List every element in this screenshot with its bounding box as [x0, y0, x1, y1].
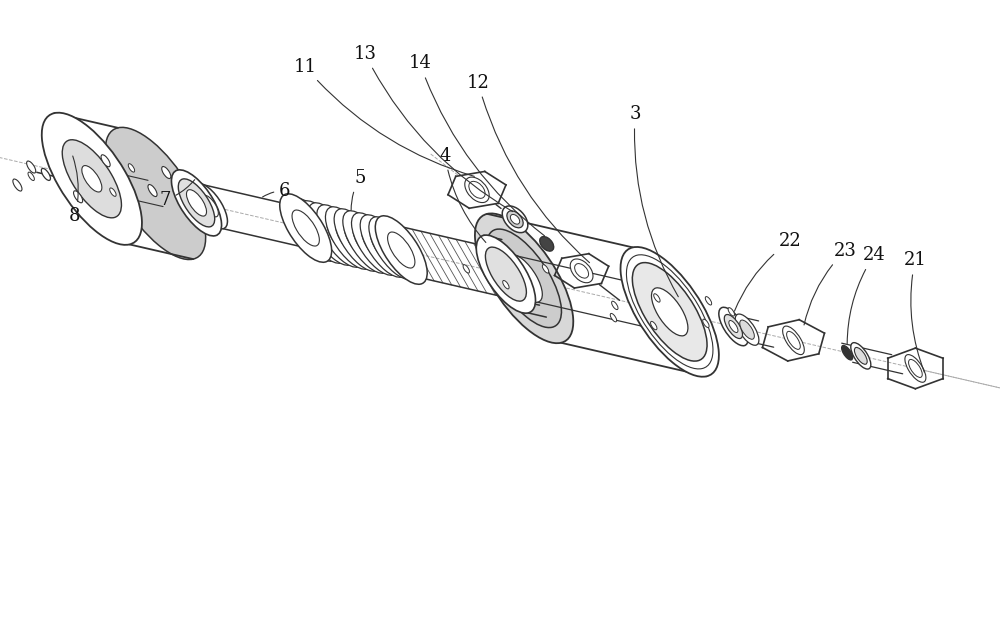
Text: 21: 21: [904, 251, 926, 372]
Ellipse shape: [510, 215, 520, 224]
Ellipse shape: [651, 321, 657, 330]
Text: 13: 13: [354, 45, 513, 211]
Ellipse shape: [503, 281, 509, 289]
Ellipse shape: [101, 155, 110, 167]
Ellipse shape: [905, 354, 926, 382]
Ellipse shape: [381, 223, 422, 277]
Text: 8: 8: [69, 156, 81, 225]
Text: 6: 6: [263, 182, 291, 199]
Text: 24: 24: [847, 246, 885, 344]
Ellipse shape: [502, 206, 528, 232]
Ellipse shape: [375, 216, 427, 284]
Ellipse shape: [507, 211, 523, 228]
Ellipse shape: [787, 331, 800, 349]
Ellipse shape: [909, 359, 922, 377]
Ellipse shape: [719, 307, 748, 345]
Ellipse shape: [360, 215, 408, 277]
Text: 5: 5: [351, 169, 366, 210]
Ellipse shape: [128, 164, 135, 172]
Ellipse shape: [280, 194, 332, 262]
Ellipse shape: [352, 213, 399, 275]
Text: 23: 23: [804, 242, 856, 325]
Ellipse shape: [291, 199, 338, 261]
Ellipse shape: [654, 294, 660, 302]
Ellipse shape: [724, 314, 743, 338]
Ellipse shape: [542, 265, 549, 273]
Ellipse shape: [740, 320, 754, 339]
Ellipse shape: [378, 219, 425, 281]
Ellipse shape: [193, 184, 227, 229]
Ellipse shape: [570, 259, 593, 283]
Ellipse shape: [851, 343, 871, 369]
Ellipse shape: [476, 235, 536, 313]
Ellipse shape: [186, 190, 207, 216]
Text: 14: 14: [409, 55, 545, 236]
Ellipse shape: [41, 168, 50, 180]
Ellipse shape: [842, 345, 853, 360]
Ellipse shape: [485, 247, 526, 301]
Ellipse shape: [42, 112, 142, 245]
Ellipse shape: [735, 314, 759, 345]
Ellipse shape: [202, 195, 218, 217]
Ellipse shape: [282, 197, 329, 259]
Ellipse shape: [299, 201, 347, 264]
Ellipse shape: [171, 170, 222, 236]
Ellipse shape: [325, 207, 373, 269]
Text: 11: 11: [294, 58, 474, 177]
Ellipse shape: [621, 247, 719, 377]
Ellipse shape: [178, 179, 215, 227]
Ellipse shape: [463, 265, 469, 273]
Ellipse shape: [729, 321, 738, 333]
Ellipse shape: [475, 213, 573, 343]
Ellipse shape: [292, 210, 319, 246]
Ellipse shape: [632, 263, 707, 361]
Ellipse shape: [610, 314, 617, 322]
Ellipse shape: [334, 209, 381, 271]
Ellipse shape: [575, 264, 589, 278]
Ellipse shape: [82, 166, 102, 192]
Ellipse shape: [705, 297, 712, 305]
Ellipse shape: [343, 211, 390, 273]
Text: 22: 22: [734, 232, 801, 311]
Ellipse shape: [369, 217, 416, 279]
Ellipse shape: [13, 179, 22, 191]
Ellipse shape: [487, 229, 561, 328]
Ellipse shape: [540, 237, 554, 251]
Ellipse shape: [391, 237, 411, 264]
Ellipse shape: [288, 205, 323, 251]
Ellipse shape: [783, 326, 804, 354]
Ellipse shape: [651, 288, 688, 336]
Ellipse shape: [703, 319, 709, 328]
Ellipse shape: [28, 172, 34, 180]
Ellipse shape: [105, 128, 206, 260]
Ellipse shape: [148, 185, 157, 197]
Ellipse shape: [469, 182, 485, 198]
Ellipse shape: [612, 301, 618, 310]
Ellipse shape: [162, 166, 171, 178]
Ellipse shape: [465, 177, 489, 203]
Ellipse shape: [728, 307, 734, 316]
Text: 4: 4: [439, 147, 486, 243]
Ellipse shape: [506, 254, 542, 302]
Ellipse shape: [317, 205, 364, 267]
Ellipse shape: [388, 232, 415, 268]
Ellipse shape: [854, 347, 867, 364]
Ellipse shape: [62, 140, 121, 218]
Ellipse shape: [27, 161, 36, 173]
Ellipse shape: [73, 176, 82, 188]
Ellipse shape: [308, 203, 355, 265]
Ellipse shape: [110, 188, 116, 196]
Text: 3: 3: [629, 105, 678, 297]
Text: 12: 12: [467, 74, 590, 263]
Text: 7: 7: [159, 180, 195, 209]
Ellipse shape: [74, 190, 83, 203]
